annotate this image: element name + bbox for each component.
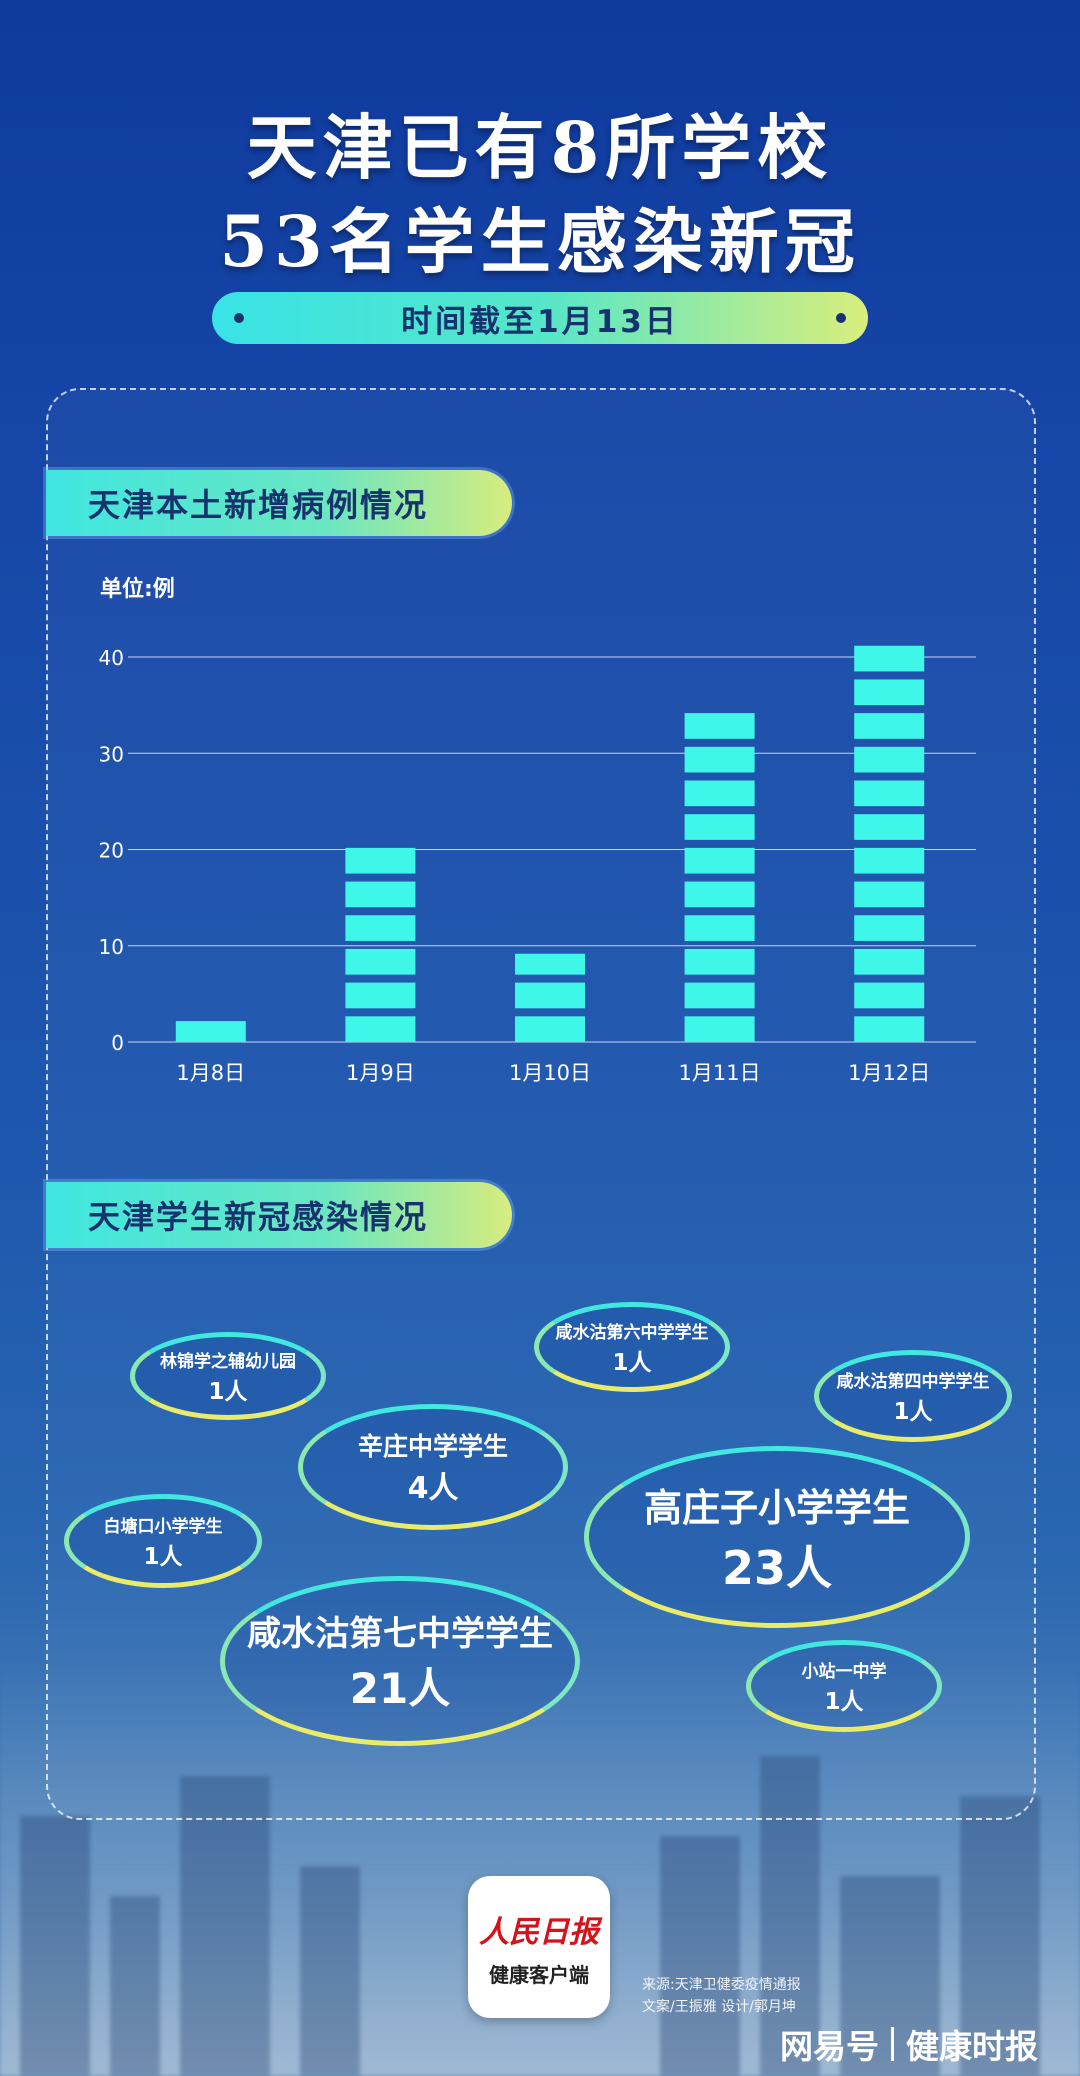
bar-segment (854, 948, 925, 975)
bubble-school-name: 小站一中学 (801, 1661, 887, 1682)
bubble-school-7: 咸水沽第七中学学生 21人 (220, 1576, 580, 1746)
pill-dot-right (836, 313, 846, 323)
bar (854, 645, 925, 1042)
bubble-school-name: 高庄子小学学生 (643, 1485, 910, 1530)
bar-segment (854, 881, 925, 908)
bubble-school-count: 1人 (208, 1378, 248, 1405)
bar-segment (684, 713, 755, 739)
x-tick-label: 1月8日 (176, 1061, 245, 1085)
health-times-brand: 健康时报 (906, 2027, 1038, 2066)
x-tick-label: 1月12日 (848, 1061, 930, 1085)
bar-segment (684, 982, 755, 1009)
bubble-school-count: 4人 (407, 1471, 459, 1506)
bubble-school-name: 咸水沽第四中学学生 (836, 1371, 990, 1392)
bubble-school-count: 1人 (612, 1349, 652, 1376)
bar-segment (684, 814, 755, 840)
bar-segment (345, 982, 416, 1009)
bubble-school-1: 林锦学之辅幼儿园 1人 (130, 1332, 326, 1420)
bar-segment (515, 982, 585, 1009)
pill-dot-left (234, 313, 244, 323)
bubble-school-name: 林锦学之辅幼儿园 (160, 1351, 296, 1372)
bar-segment (854, 1016, 925, 1042)
bubble-school-count: 1人 (143, 1543, 183, 1570)
bar-segment (345, 847, 416, 874)
chart-unit-label: 单位:例 (100, 576, 175, 602)
footer-brand: 网易号 健康时报 (780, 2020, 1038, 2068)
cases-bar-chart: 单位:例 0 10 20 30 40 1月8日 1月9日 1月10日 1月11日 1月12日 (99, 576, 930, 1085)
date-text: 时间截至1月13日 (401, 303, 679, 340)
date-pill: 时间截至1月13日 (212, 292, 868, 344)
bar-segment (684, 847, 755, 874)
bar-segment (854, 746, 925, 773)
bubble-school-count: 21人 (349, 1664, 451, 1713)
bar-segment (854, 645, 925, 672)
bubble-school-3: 咸水沽第四中学学生 1人 (814, 1350, 1012, 1442)
bubble-school-6: 高庄子小学学生 23人 (584, 1446, 970, 1628)
bar-segment (175, 1021, 246, 1042)
bubble-school-2: 咸水沽第六中学学生 1人 (534, 1302, 730, 1392)
bar (515, 953, 585, 1042)
y-tick-label: 0 (111, 1031, 124, 1055)
section-title-cases: 天津本土新增病例情况 (46, 470, 512, 536)
peoples-daily-logo: 人民日报 健康客户端 (468, 1876, 610, 2018)
x-tick-label: 1月9日 (346, 1061, 415, 1085)
bubble-school-name: 白塘口小学学生 (103, 1516, 223, 1537)
bar (175, 1021, 246, 1042)
bar-segment (854, 847, 925, 874)
source-text: 来源:天津卫健委疫情通报 (642, 1977, 801, 1993)
bar-segment (345, 915, 416, 941)
bubble-school-5: 白塘口小学学生 1人 (64, 1494, 262, 1588)
bubble-school-4: 辛庄中学学生 4人 (298, 1404, 568, 1530)
bubble-school-name: 咸水沽第七中学学生 (247, 1614, 553, 1654)
bar-segment (684, 746, 755, 773)
logo-sub-text: 健康客户端 (489, 1962, 589, 1987)
bar-segment (684, 915, 755, 941)
bar-segment (515, 953, 585, 975)
city-skyline-background (0, 1656, 1080, 2076)
y-tick-label: 30 (99, 742, 124, 766)
brand-separator (891, 2027, 894, 2061)
y-tick-label: 20 (99, 839, 124, 863)
x-tick-label: 1月10日 (509, 1061, 591, 1085)
bar-segment (854, 780, 925, 807)
bar (345, 847, 416, 1042)
section-title-students: 天津学生新冠感染情况 (46, 1182, 512, 1248)
x-tick-label: 1月11日 (679, 1061, 761, 1085)
bar-segment (854, 713, 925, 739)
bar-segment (684, 948, 755, 975)
bar-segment (854, 814, 925, 840)
bubble-school-count: 1人 (824, 1688, 864, 1715)
page-title-line1: 天津已有8所学校 (246, 106, 834, 189)
logo-main-text: 人民日报 (479, 1914, 599, 1950)
bar-segment (684, 881, 755, 908)
bubble-school-count: 23人 (721, 1540, 832, 1595)
bar (684, 713, 755, 1042)
bar-segment (684, 1016, 755, 1042)
bubble-school-count: 1人 (893, 1398, 933, 1425)
content-panel (46, 388, 1036, 1820)
y-tick-label: 10 (99, 935, 124, 959)
bubble-school-name: 辛庄中学学生 (357, 1432, 508, 1461)
bubble-school-8: 小站一中学 1人 (746, 1640, 942, 1732)
bar-segment (345, 1016, 416, 1042)
bar-segment (854, 915, 925, 941)
bar-segment (854, 679, 925, 706)
bar-segment (515, 1016, 585, 1042)
bar-segment (684, 780, 755, 807)
bar-segment (345, 948, 416, 975)
author-credits: 文案/王振雅 设计/郭月坤 (642, 1999, 796, 2015)
bar-segment (854, 982, 925, 1009)
bubble-school-name: 咸水沽第六中学学生 (555, 1322, 709, 1343)
credits-block: 来源:天津卫健委疫情通报 文案/王振雅 设计/郭月坤 (642, 1974, 801, 2018)
netease-brand: 网易号 (780, 2027, 879, 2066)
bar-segment (345, 881, 416, 908)
y-tick-label: 40 (99, 646, 124, 670)
page-title-line2: 53名学生感染新冠 (219, 200, 861, 283)
